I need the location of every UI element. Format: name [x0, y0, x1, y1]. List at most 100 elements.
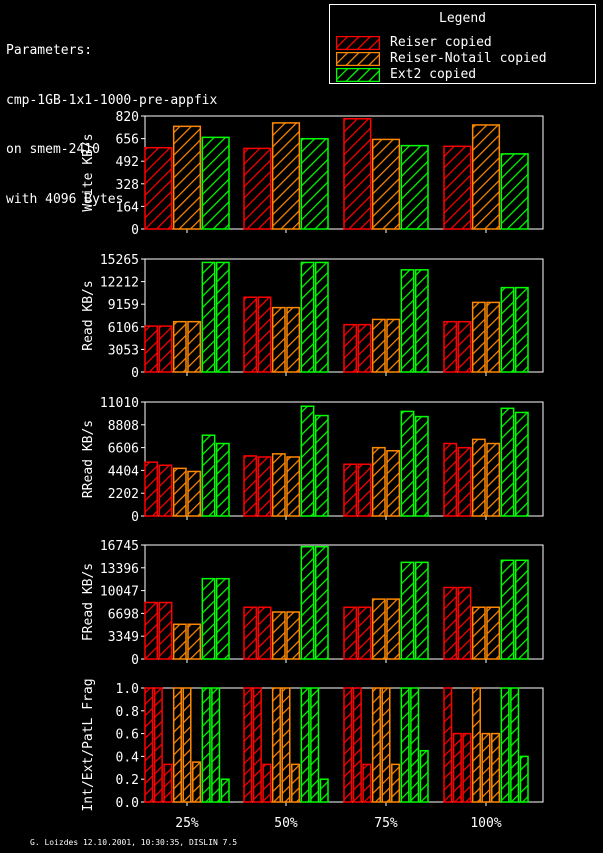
bar — [319, 778, 329, 803]
bar — [510, 687, 520, 803]
y-axis-label: Read KB/s — [81, 280, 96, 350]
chart-panel-2: 0 2202 4404 6606 8808 11010 RRead KB/s — [81, 396, 544, 525]
y-tick-label: 0.0 — [116, 796, 139, 811]
param-line: with 4096 Bytes — [6, 191, 124, 207]
bar — [291, 763, 301, 803]
bar — [314, 414, 329, 517]
y-tick-label: 4404 — [108, 464, 139, 479]
bar — [144, 146, 173, 230]
y-tick-label: 16745 — [100, 539, 139, 554]
bar — [187, 623, 202, 660]
legend: Legend Reiser copied Reiser-Notail copie… — [329, 4, 596, 84]
bar — [144, 687, 154, 803]
bar — [514, 286, 529, 373]
bar — [144, 601, 159, 660]
bar — [486, 442, 501, 517]
y-tick-label: 0 — [131, 653, 139, 668]
y-tick-label: 0.4 — [116, 750, 140, 765]
bar — [163, 763, 173, 803]
bar — [400, 561, 415, 660]
bar — [443, 320, 458, 373]
chart-panel-4: 0.0 0.2 0.4 0.6 0.8 1.0 Int/Ext/PatL Frag 25% 50… — [81, 678, 544, 831]
bar — [343, 606, 358, 660]
bar — [172, 125, 202, 230]
bar — [500, 153, 529, 230]
bar — [187, 320, 202, 373]
bar — [343, 463, 358, 517]
y-tick-label: 492 — [116, 155, 139, 170]
bar — [243, 296, 258, 373]
legend-label: Reiser-Notail copied — [390, 51, 547, 66]
y-tick-label: 164 — [116, 200, 140, 215]
bar — [300, 261, 315, 373]
bar — [486, 606, 501, 660]
bar — [357, 323, 372, 373]
bar — [462, 732, 472, 803]
x-tick-label: 75% — [374, 816, 398, 831]
bar — [514, 411, 529, 517]
y-tick-label: 12212 — [100, 276, 139, 291]
bar — [271, 453, 286, 517]
bar — [471, 124, 501, 230]
bar — [457, 586, 472, 660]
y-tick-label: 0 — [131, 510, 139, 525]
bar — [286, 611, 301, 660]
y-tick-label: 0 — [131, 223, 139, 238]
bar — [400, 410, 415, 517]
bar — [481, 732, 491, 803]
bar — [286, 456, 301, 517]
legend-label: Ext2 copied — [390, 67, 477, 82]
bar — [400, 269, 415, 373]
bar — [381, 687, 391, 803]
bar — [271, 687, 281, 803]
y-tick-label: 1.0 — [116, 682, 139, 697]
bar — [286, 306, 301, 373]
y-tick-label: 3349 — [108, 630, 139, 645]
bar — [220, 778, 230, 803]
bar — [172, 623, 187, 660]
bar — [215, 577, 230, 660]
y-tick-label: 656 — [116, 133, 139, 148]
legend-swatch — [336, 36, 380, 50]
chart-panel-1: 0 3053 6106 9159 12212 15265 Read KB/s — [81, 253, 544, 381]
bar — [352, 687, 362, 803]
param-line: on smem-2410 — [6, 142, 100, 157]
bar — [271, 122, 301, 230]
bar — [357, 606, 372, 660]
x-tick-label: 25% — [175, 816, 199, 831]
bar — [211, 687, 221, 803]
bar — [371, 598, 386, 660]
bar — [419, 749, 429, 803]
y-tick-label: 6106 — [108, 321, 139, 336]
bar — [371, 138, 401, 230]
bar — [172, 467, 187, 517]
y-tick-label: 0.2 — [116, 773, 139, 788]
bar — [386, 318, 401, 373]
bar — [201, 136, 230, 230]
chart-panel-0: 0 164 328 492 656 820 Write KB/s — [81, 110, 544, 238]
bar — [262, 763, 272, 803]
y-tick-label: 8808 — [108, 419, 139, 434]
bar — [443, 145, 472, 230]
y-tick-label: 6698 — [108, 607, 139, 622]
bar — [500, 687, 510, 803]
bar — [300, 405, 315, 517]
y-tick-label: 820 — [116, 110, 139, 125]
bar — [343, 118, 372, 230]
y-tick-label: 0 — [131, 366, 139, 381]
bar — [257, 296, 272, 373]
bar — [314, 261, 329, 373]
bar — [153, 687, 163, 803]
bar — [201, 577, 216, 660]
bar — [471, 687, 481, 803]
bar — [300, 137, 329, 230]
bar — [243, 147, 272, 230]
bar — [243, 606, 258, 660]
bar — [201, 261, 216, 373]
bar — [386, 450, 401, 517]
y-tick-label: 9159 — [108, 298, 139, 313]
bar — [414, 561, 429, 660]
bar — [271, 306, 286, 373]
legend-title: Legend — [439, 11, 486, 26]
